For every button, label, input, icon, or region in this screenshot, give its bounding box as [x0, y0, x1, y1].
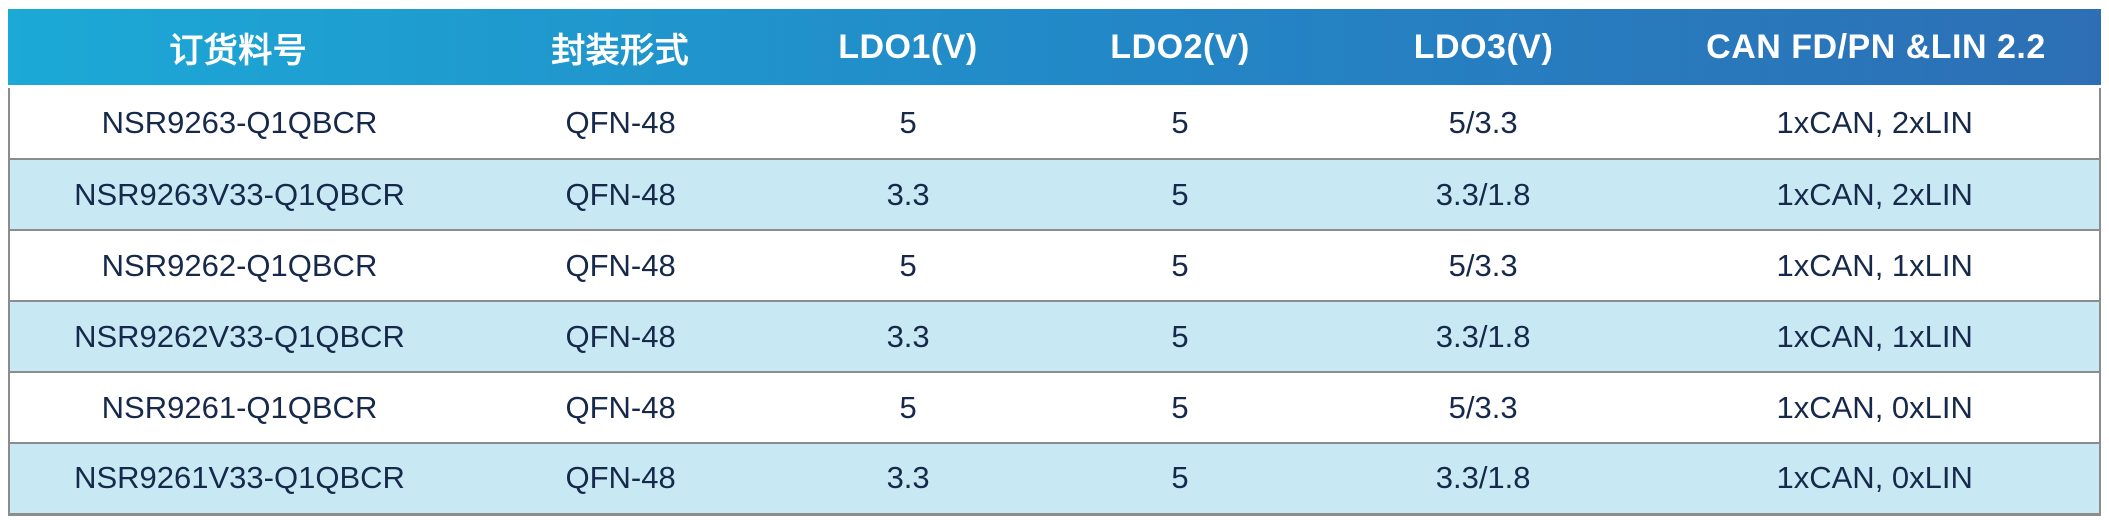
cell-ldo3: 5/3.3 — [1448, 105, 1518, 140]
table-header-row: 订货料号 封装形式 LDO1(V) LDO2(V) LDO3(V) CAN FD… — [8, 9, 2101, 85]
cell-part-number: NSR9263V33-Q1QBCR — [9, 158, 470, 230]
table-row: NSR9262-Q1QBCR QFN-48 5 5 5/3.3 1xCAN, 1… — [9, 229, 2100, 301]
cell-ldo1: 3.3 — [772, 442, 1045, 514]
cell-package: QFN-48 — [469, 371, 773, 443]
col-header-ldo2: LDO2(V) — [1110, 27, 1250, 66]
table-row: NSR9263-Q1QBCR QFN-48 5 5 5/3.3 1xCAN, 2… — [9, 88, 2100, 159]
cell-can-lin: 1xCAN, 0xLIN — [1650, 442, 2100, 514]
table-row: NSR9261V33-Q1QBCR QFN-48 3.3 5 3.3/1.8 1… — [9, 442, 2100, 514]
table-row: NSR9263V33-Q1QBCR QFN-48 3.3 5 3.3/1.8 1… — [9, 158, 2100, 230]
cell-can-lin: 1xCAN, 2xLIN — [1776, 105, 1973, 140]
cell-ldo3: 5/3.3 — [1315, 229, 1651, 301]
col-header-package: 封装形式 — [551, 31, 690, 70]
cell-package: QFN-48 — [469, 229, 773, 301]
col-header-ldo1: LDO1(V) — [838, 27, 978, 66]
col-header-part-number: 订货料号 — [169, 31, 308, 70]
cell-can-lin: 1xCAN, 2xLIN — [1650, 158, 2100, 230]
cell-part-number: NSR9262V33-Q1QBCR — [9, 300, 470, 372]
table-row: NSR9261-Q1QBCR QFN-48 5 5 5/3.3 1xCAN, 0… — [9, 371, 2100, 443]
cell-part-number: NSR9262-Q1QBCR — [9, 229, 470, 301]
cell-ldo2: 5 — [1044, 371, 1316, 443]
cell-ldo1: 3.3 — [772, 158, 1045, 230]
col-header-can-lin: CAN FD/PN &LIN 2.2 — [1706, 27, 2046, 66]
cell-ldo3: 3.3/1.8 — [1315, 300, 1651, 372]
cell-can-lin: 1xCAN, 1xLIN — [1650, 229, 2100, 301]
table-row: NSR9262V33-Q1QBCR QFN-48 3.3 5 3.3/1.8 1… — [9, 300, 2100, 372]
cell-package: QFN-48 — [565, 105, 676, 140]
cell-ldo1: 3.3 — [772, 300, 1045, 372]
cell-ldo2: 5 — [1044, 442, 1316, 514]
cell-package: QFN-48 — [469, 442, 773, 514]
cell-part-number: NSR9261-Q1QBCR — [9, 371, 470, 443]
cell-ldo3: 3.3/1.8 — [1315, 442, 1651, 514]
cell-can-lin: 1xCAN, 1xLIN — [1650, 300, 2100, 372]
cell-ldo1: 5 — [772, 229, 1045, 301]
cell-package: QFN-48 — [469, 300, 773, 372]
cell-ldo2: 5 — [1044, 229, 1316, 301]
cell-ldo2: 5 — [1171, 105, 1189, 140]
col-header-ldo3: LDO3(V) — [1413, 27, 1554, 66]
cell-ldo2: 5 — [1044, 300, 1316, 372]
cell-part-number: NSR9263-Q1QBCR — [101, 105, 378, 140]
cell-package: QFN-48 — [469, 158, 773, 230]
cell-part-number: NSR9261V33-Q1QBCR — [9, 442, 470, 514]
cell-ldo1: 5 — [899, 105, 917, 140]
cell-ldo2: 5 — [1044, 158, 1316, 230]
cell-ldo3: 5/3.3 — [1315, 371, 1651, 443]
cell-ldo1: 5 — [772, 371, 1045, 443]
cell-ldo3: 3.3/1.8 — [1315, 158, 1651, 230]
ordering-info-table: NSR9263-Q1QBCR QFN-48 5 5 5/3.3 1xCAN, 2… — [8, 88, 2101, 516]
cell-can-lin: 1xCAN, 0xLIN — [1650, 371, 2100, 443]
